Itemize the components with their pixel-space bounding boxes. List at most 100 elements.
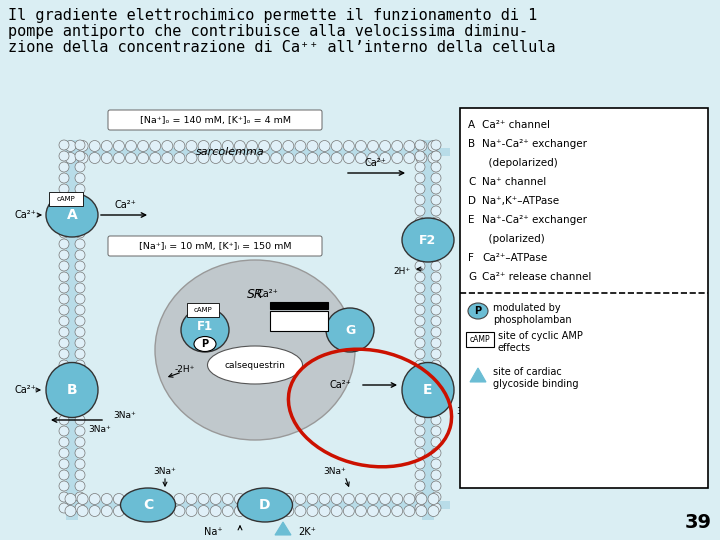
- Circle shape: [431, 470, 441, 480]
- Circle shape: [59, 173, 69, 183]
- Text: cAMP: cAMP: [57, 196, 76, 202]
- Circle shape: [162, 494, 173, 504]
- Circle shape: [431, 426, 441, 436]
- Circle shape: [431, 173, 441, 183]
- Circle shape: [415, 228, 425, 238]
- Circle shape: [415, 448, 425, 458]
- Circle shape: [415, 173, 425, 183]
- Circle shape: [356, 505, 366, 516]
- Circle shape: [415, 316, 425, 326]
- Circle shape: [138, 505, 148, 516]
- Text: -2H⁺: -2H⁺: [175, 366, 195, 375]
- Circle shape: [246, 152, 258, 164]
- FancyBboxPatch shape: [65, 501, 450, 509]
- Ellipse shape: [402, 218, 454, 262]
- Circle shape: [59, 272, 69, 282]
- Circle shape: [65, 494, 76, 504]
- Circle shape: [307, 494, 318, 504]
- Text: F1: F1: [197, 320, 213, 333]
- Text: Ca²⁺: Ca²⁺: [114, 200, 136, 210]
- Circle shape: [431, 327, 441, 337]
- Circle shape: [75, 283, 85, 293]
- Circle shape: [415, 206, 425, 216]
- Ellipse shape: [326, 308, 374, 352]
- Text: G: G: [345, 323, 355, 336]
- Circle shape: [271, 494, 282, 504]
- Circle shape: [59, 459, 69, 469]
- Circle shape: [75, 470, 85, 480]
- Polygon shape: [275, 522, 291, 535]
- Circle shape: [415, 503, 425, 513]
- Circle shape: [404, 152, 415, 164]
- Circle shape: [431, 305, 441, 315]
- Text: cAMP: cAMP: [194, 307, 212, 313]
- Circle shape: [59, 217, 69, 227]
- Text: Na⁺ channel: Na⁺ channel: [482, 177, 546, 187]
- Circle shape: [138, 152, 148, 164]
- Circle shape: [125, 140, 137, 152]
- Circle shape: [59, 294, 69, 304]
- Circle shape: [59, 503, 69, 513]
- Circle shape: [222, 152, 233, 164]
- Circle shape: [431, 492, 441, 502]
- Circle shape: [431, 448, 441, 458]
- Circle shape: [75, 272, 85, 282]
- Text: (depolarized): (depolarized): [482, 158, 558, 168]
- Circle shape: [392, 494, 402, 504]
- Text: site of cardiac
glycoside binding: site of cardiac glycoside binding: [493, 367, 578, 389]
- Circle shape: [416, 494, 427, 504]
- Circle shape: [416, 152, 427, 164]
- Ellipse shape: [46, 193, 98, 237]
- Circle shape: [431, 206, 441, 216]
- Circle shape: [75, 195, 85, 205]
- Circle shape: [404, 505, 415, 516]
- Circle shape: [59, 437, 69, 447]
- Circle shape: [59, 426, 69, 436]
- Circle shape: [89, 140, 100, 152]
- Circle shape: [198, 505, 209, 516]
- Circle shape: [75, 360, 85, 370]
- Circle shape: [258, 140, 269, 152]
- Circle shape: [75, 173, 85, 183]
- Text: calsequestrin: calsequestrin: [225, 361, 285, 369]
- Text: [Na⁺]ₒ = 140 mM, [K⁺]ₒ = 4 mM: [Na⁺]ₒ = 140 mM, [K⁺]ₒ = 4 mM: [140, 116, 290, 125]
- Text: zione della concentrazione di Ca⁺⁺ all’interno della cellula: zione della concentrazione di Ca⁺⁺ all’i…: [8, 40, 556, 55]
- FancyBboxPatch shape: [460, 108, 708, 488]
- Circle shape: [150, 152, 161, 164]
- Circle shape: [113, 140, 125, 152]
- Circle shape: [102, 152, 112, 164]
- Circle shape: [431, 140, 441, 150]
- Circle shape: [102, 505, 112, 516]
- Circle shape: [150, 140, 161, 152]
- Circle shape: [431, 239, 441, 249]
- Circle shape: [75, 206, 85, 216]
- Circle shape: [75, 261, 85, 271]
- Circle shape: [59, 195, 69, 205]
- Circle shape: [431, 481, 441, 491]
- Circle shape: [77, 140, 88, 152]
- Circle shape: [113, 494, 125, 504]
- Circle shape: [235, 494, 246, 504]
- Circle shape: [174, 505, 185, 516]
- Text: 3Na⁺: 3Na⁺: [456, 408, 479, 416]
- Circle shape: [415, 272, 425, 282]
- Circle shape: [75, 184, 85, 194]
- Circle shape: [428, 505, 439, 516]
- Circle shape: [343, 140, 354, 152]
- Circle shape: [415, 349, 425, 359]
- Circle shape: [415, 140, 425, 150]
- Circle shape: [89, 494, 100, 504]
- Circle shape: [125, 494, 137, 504]
- Circle shape: [415, 261, 425, 271]
- Circle shape: [59, 371, 69, 381]
- Circle shape: [319, 140, 330, 152]
- Text: Na⁺-Ca²⁺ exchanger: Na⁺-Ca²⁺ exchanger: [482, 215, 587, 225]
- Circle shape: [331, 494, 342, 504]
- Text: A: A: [67, 208, 77, 222]
- Circle shape: [271, 140, 282, 152]
- Circle shape: [431, 459, 441, 469]
- Circle shape: [174, 494, 185, 504]
- Circle shape: [75, 327, 85, 337]
- Circle shape: [415, 250, 425, 260]
- Circle shape: [210, 140, 221, 152]
